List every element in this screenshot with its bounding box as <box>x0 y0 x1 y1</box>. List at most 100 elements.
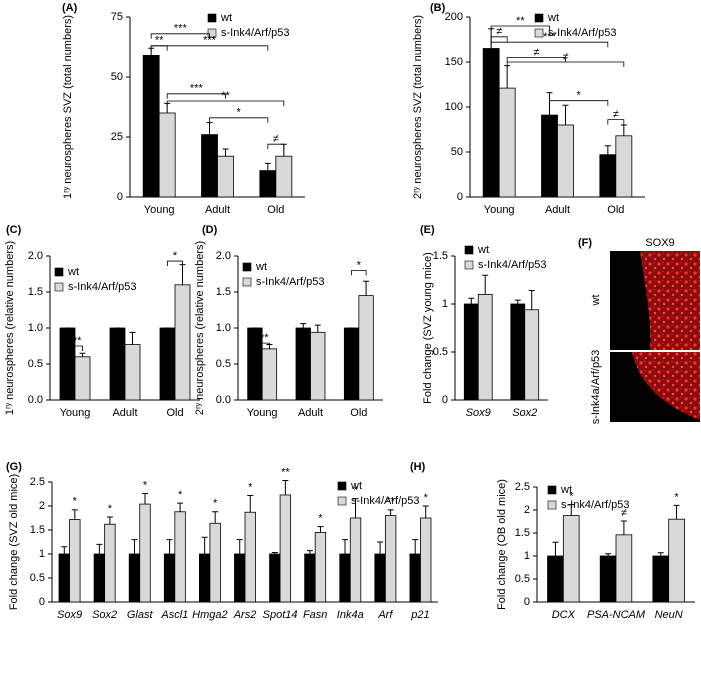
bar <box>104 523 116 603</box>
legend-swatch <box>547 485 557 495</box>
y-tick-label: 100 <box>445 101 463 113</box>
bar <box>244 511 256 603</box>
significance-label: * <box>73 496 78 508</box>
bar <box>314 532 327 603</box>
error-bar <box>482 274 489 295</box>
bar <box>158 112 176 198</box>
x-tick-label: Ink4a <box>337 609 364 621</box>
error-bar <box>271 552 278 554</box>
bracket <box>67 345 83 351</box>
significance-label: ≠ <box>621 507 627 519</box>
y-axis-label: Fold change (OB old mice) <box>496 479 508 610</box>
error-bar <box>206 122 213 135</box>
error-bar <box>129 331 136 345</box>
x-tick-label: Arf <box>377 609 393 621</box>
significance-label: * <box>248 481 253 493</box>
error-bar <box>504 65 511 89</box>
y-axis-label: Fold change (SVZ old mice) <box>8 474 20 610</box>
error-bar <box>247 494 254 513</box>
bracket <box>490 25 550 31</box>
legend-label: s-Ink4/Arf/p53 <box>351 495 419 507</box>
error-bar <box>514 299 521 304</box>
legend-swatch <box>547 500 557 510</box>
x-tick-label: Adult <box>112 407 137 419</box>
significance-label: ** <box>155 35 164 47</box>
y-tick-label: 1 <box>442 298 448 310</box>
micrograph-signal <box>632 352 700 420</box>
error-bar <box>166 539 173 554</box>
significance-label: * <box>569 490 574 502</box>
error-bar <box>342 539 349 554</box>
error-bar <box>179 264 186 285</box>
error-bar <box>352 498 359 518</box>
significance-label: * <box>353 485 358 497</box>
bar <box>109 327 126 401</box>
significance-label: ≠ <box>533 46 539 58</box>
y-axis-label: 2ʳʸ neurospheres (relative numbers) <box>194 241 206 415</box>
bracket <box>490 36 508 42</box>
legend-swatch <box>534 28 544 38</box>
bar <box>74 356 91 401</box>
legend-label: wt <box>560 484 572 496</box>
significance-label: * <box>237 107 242 119</box>
y-tick-label: 0.5 <box>216 358 231 370</box>
y-tick-label: 50 <box>111 71 123 83</box>
bar <box>234 553 246 603</box>
error-bar <box>314 324 321 333</box>
significance-label: * <box>357 259 362 271</box>
bracket <box>150 45 269 51</box>
y-tick-label: 2.5 <box>30 476 45 488</box>
bar <box>295 327 311 401</box>
bar <box>93 553 106 603</box>
bar <box>541 114 558 198</box>
significance-label: * <box>108 503 113 515</box>
legend-swatch <box>464 260 474 270</box>
y-tick-label: 2.5 <box>515 481 530 493</box>
error-bar <box>673 504 680 520</box>
significance-label: ≠ <box>273 133 279 145</box>
x-tick-label: Adult <box>298 407 323 419</box>
legend-label: wt <box>67 266 79 278</box>
error-bar <box>61 546 68 554</box>
y-tick-label: 0.0 <box>28 394 43 406</box>
legend-swatch <box>534 13 544 23</box>
legend-label: s-Ink4/Arf/p53 <box>68 281 136 293</box>
chart-panel: (B) 2ʳʸ neurospheres SVZ (total numbers) 0… <box>412 2 645 216</box>
error-bar <box>236 539 243 554</box>
legend-label: s-Ink4/Arf/p53 <box>561 499 629 511</box>
bar <box>304 553 316 603</box>
error-bar <box>79 352 86 357</box>
bar <box>557 124 574 198</box>
x-tick-label: Young <box>484 204 515 216</box>
significance-label: * <box>318 513 323 525</box>
bar <box>599 555 617 603</box>
bar <box>139 503 151 603</box>
error-bar <box>605 553 612 556</box>
legend-label: s-Ink4/Arf/p53 <box>221 27 289 39</box>
y-tick-label: 0 <box>524 596 530 608</box>
error-bar <box>468 297 475 304</box>
bracket <box>166 100 285 106</box>
legend-swatch <box>337 496 347 506</box>
bar <box>562 515 580 603</box>
bracket <box>506 57 566 63</box>
legend-swatch <box>207 13 217 23</box>
bar <box>339 553 351 603</box>
legend-swatch <box>54 267 64 277</box>
bar <box>124 344 141 401</box>
y-tick-label: 0 <box>442 394 448 406</box>
bar <box>524 309 540 401</box>
legend-swatch <box>337 481 347 491</box>
significance-label: ≠ <box>562 51 568 63</box>
legend-swatch <box>464 245 474 255</box>
legend-label: s-Ink4/Arf/p53 <box>256 276 324 288</box>
x-tick-label: Old <box>350 407 367 419</box>
legend-label: wt <box>477 244 489 256</box>
bracket <box>254 342 270 349</box>
y-axis-label: Fold change (SVZ young mice) <box>422 252 434 404</box>
bracket <box>209 117 269 123</box>
bar <box>477 293 493 401</box>
panel-label: (F) <box>578 237 592 249</box>
significance-label: ** <box>516 15 525 27</box>
x-tick-label: Adult <box>205 204 230 216</box>
